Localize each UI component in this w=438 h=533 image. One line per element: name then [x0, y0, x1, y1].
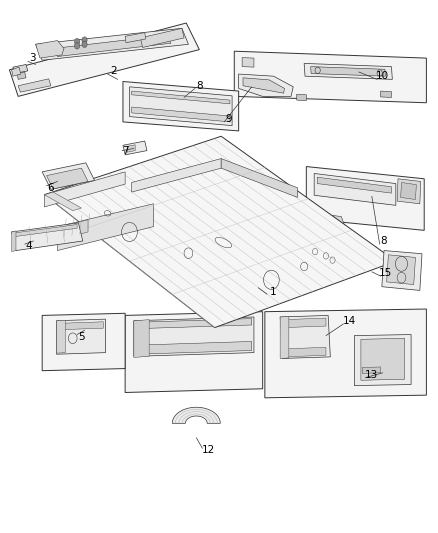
Polygon shape: [125, 312, 263, 392]
Text: 8: 8: [381, 236, 387, 246]
Circle shape: [82, 41, 87, 47]
Text: 14: 14: [343, 316, 356, 326]
Polygon shape: [239, 74, 293, 96]
Text: 5: 5: [78, 332, 85, 342]
Polygon shape: [382, 251, 422, 290]
Polygon shape: [314, 173, 396, 205]
Circle shape: [74, 43, 80, 49]
Polygon shape: [57, 320, 65, 353]
Polygon shape: [125, 33, 146, 43]
Polygon shape: [265, 309, 426, 398]
Polygon shape: [44, 172, 125, 207]
Polygon shape: [12, 223, 83, 251]
Polygon shape: [42, 163, 95, 189]
Circle shape: [74, 38, 80, 45]
Polygon shape: [132, 107, 230, 122]
Polygon shape: [306, 166, 424, 230]
Text: 1: 1: [270, 287, 277, 297]
Polygon shape: [387, 255, 416, 285]
Polygon shape: [123, 141, 147, 155]
Polygon shape: [280, 316, 330, 359]
Polygon shape: [243, 78, 285, 93]
Text: 2: 2: [110, 66, 117, 76]
Polygon shape: [397, 179, 421, 204]
Polygon shape: [361, 338, 405, 380]
Text: 15: 15: [379, 268, 392, 278]
Polygon shape: [172, 407, 220, 423]
Polygon shape: [242, 58, 254, 67]
Text: 10: 10: [376, 71, 389, 81]
Text: 13: 13: [364, 370, 378, 381]
Polygon shape: [315, 213, 346, 228]
Polygon shape: [132, 159, 221, 192]
Text: 9: 9: [225, 114, 232, 124]
Text: 6: 6: [48, 183, 54, 193]
Polygon shape: [46, 168, 88, 189]
Polygon shape: [401, 182, 417, 199]
Polygon shape: [130, 87, 232, 126]
Polygon shape: [58, 322, 103, 330]
Polygon shape: [44, 136, 396, 328]
Polygon shape: [284, 348, 326, 357]
Polygon shape: [132, 91, 230, 104]
Polygon shape: [18, 79, 51, 92]
Polygon shape: [304, 63, 392, 79]
Text: 4: 4: [26, 241, 32, 251]
Polygon shape: [136, 342, 252, 354]
Polygon shape: [311, 67, 385, 76]
Polygon shape: [297, 94, 306, 101]
Polygon shape: [57, 204, 153, 251]
Polygon shape: [136, 319, 252, 329]
Polygon shape: [123, 82, 239, 131]
Polygon shape: [134, 317, 254, 357]
Polygon shape: [17, 72, 26, 79]
Polygon shape: [12, 67, 21, 76]
Polygon shape: [57, 319, 106, 354]
Text: 12: 12: [201, 445, 215, 455]
Text: 7: 7: [122, 146, 128, 156]
Text: 3: 3: [29, 53, 35, 63]
Polygon shape: [62, 220, 88, 239]
Polygon shape: [12, 231, 16, 252]
Text: 8: 8: [196, 81, 203, 91]
Polygon shape: [362, 367, 381, 373]
Polygon shape: [354, 335, 411, 385]
Polygon shape: [127, 145, 135, 152]
Polygon shape: [13, 64, 28, 74]
Polygon shape: [35, 41, 64, 58]
Polygon shape: [141, 28, 184, 47]
Polygon shape: [35, 28, 188, 60]
Polygon shape: [284, 318, 326, 328]
Polygon shape: [280, 317, 289, 359]
Polygon shape: [14, 224, 77, 237]
Polygon shape: [234, 51, 426, 103]
Circle shape: [82, 37, 87, 43]
Polygon shape: [10, 23, 199, 96]
Polygon shape: [42, 313, 125, 370]
Polygon shape: [44, 192, 81, 211]
Polygon shape: [221, 159, 297, 197]
Polygon shape: [134, 320, 149, 358]
Polygon shape: [53, 35, 171, 56]
Polygon shape: [381, 91, 392, 98]
Polygon shape: [317, 177, 392, 193]
